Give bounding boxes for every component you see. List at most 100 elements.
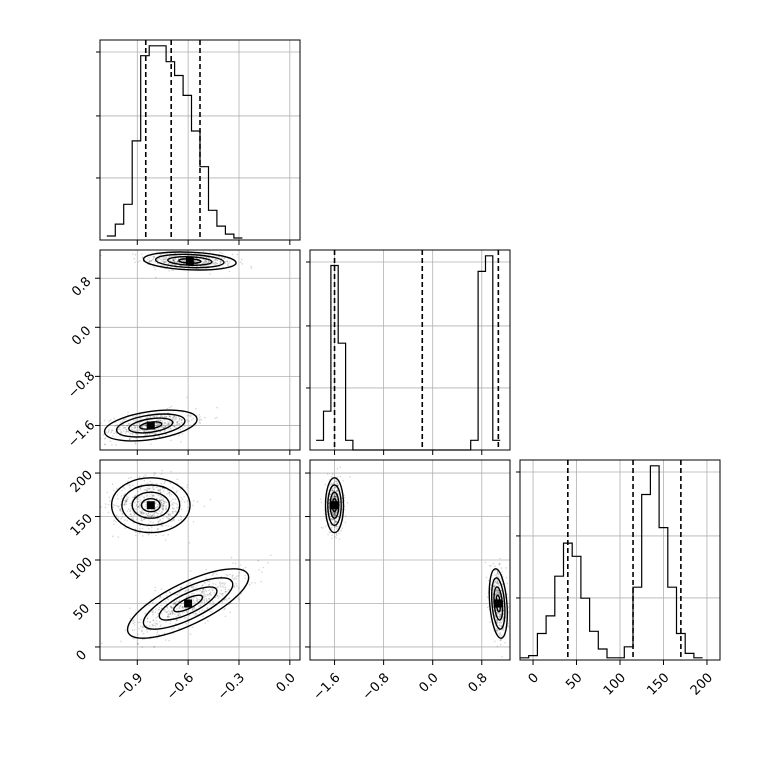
sample-point [129,502,132,505]
sample-point [209,273,211,275]
sample-point [180,265,183,267]
sample-point [132,511,134,513]
sample-point [161,512,163,514]
sample-point [151,623,154,626]
sample-point [165,415,168,418]
sample-point [179,590,181,593]
sample-point [172,606,175,608]
sample-point [157,494,160,497]
sample-point [152,258,154,261]
histogram-panel-0 [96,39,301,245]
sample-point [155,432,158,435]
sample-point [219,260,222,263]
sample-point [142,535,144,537]
sample-point [139,506,141,509]
sample-point [169,605,172,607]
density-contour [488,568,509,639]
sample-point [172,424,175,427]
sample-point [110,419,112,421]
x-tick-label: −1.6 [311,670,344,703]
sample-point [233,586,235,588]
sample-point [339,475,342,478]
sample-point [169,613,171,615]
sample-point [186,611,189,613]
sample-point [113,519,115,522]
sample-point [153,416,156,419]
sample-point [139,260,141,262]
sample-point [146,618,149,620]
sample-point [167,262,169,265]
sample-point [498,593,500,596]
sample-point [216,573,218,576]
sample-point [173,425,176,428]
sample-point [103,419,106,422]
sample-point [146,490,148,492]
sample-point [180,440,182,443]
sample-point [507,606,510,608]
sample-point [332,489,334,492]
sample-point [328,499,331,501]
sample-point [343,508,346,511]
sample-point [131,629,134,631]
sample-point [162,502,165,505]
sample-point [244,574,246,577]
sample-point [164,261,167,263]
sample-point [320,526,323,529]
sample-point [152,488,155,491]
sample-point [171,611,174,613]
sample-point [178,419,181,421]
sample-point [209,261,212,263]
x-tick-label: −0.3 [215,670,248,703]
sample-point [156,630,159,632]
sample-point [496,630,498,633]
sample-point [190,419,193,421]
sample-point [159,496,162,499]
sample-point [160,502,162,505]
sample-point [338,515,340,518]
sample-point [134,513,136,515]
sample-point [115,514,118,517]
sample-point [170,439,172,442]
sample-point [147,509,150,511]
sample-point [141,426,144,428]
sample-point [168,610,171,613]
sample-point [502,616,505,618]
sample-point [154,276,157,279]
sample-point [164,425,167,428]
sample-point [168,493,171,496]
sample-point [199,604,202,607]
sample-point [162,517,164,520]
sample-point [160,499,163,501]
sample-point [333,495,336,498]
sample-point [174,264,177,266]
sample-point [332,512,334,515]
sample-point [502,616,505,619]
sample-point [176,593,179,596]
x-tick-label: 0.8 [466,670,491,695]
sample-point [167,423,170,426]
sample-point [126,425,128,427]
sample-point [116,504,118,507]
sample-point [496,591,499,593]
sample-point [160,604,162,607]
sample-point [138,532,141,534]
sample-point [492,589,495,591]
sample-point [499,614,502,616]
sample-point [143,479,146,482]
sample-point [198,419,201,422]
sample-point [140,518,143,520]
sample-point [123,502,126,504]
sample-point [176,594,178,596]
sample-point [159,500,161,502]
sample-point [320,501,323,504]
sample-point [487,579,490,582]
sample-point [199,416,201,418]
sample-point [154,415,156,418]
sample-point [198,605,200,607]
sample-point [496,629,499,632]
x-tick-label: −0.9 [113,670,146,703]
y-tick-label: 50 [71,601,93,623]
sample-point [175,616,177,618]
sample-point [496,592,499,595]
sample-point [167,422,170,425]
